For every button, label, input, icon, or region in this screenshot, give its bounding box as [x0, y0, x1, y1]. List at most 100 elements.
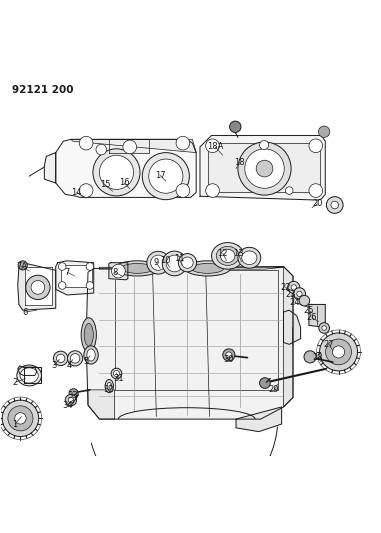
Polygon shape	[283, 310, 301, 344]
Circle shape	[322, 326, 327, 330]
Circle shape	[176, 184, 190, 197]
Text: 8: 8	[112, 268, 117, 277]
Circle shape	[176, 136, 190, 150]
Ellipse shape	[221, 249, 235, 263]
Ellipse shape	[242, 251, 257, 264]
Text: 15: 15	[100, 180, 110, 189]
Circle shape	[319, 322, 330, 333]
Ellipse shape	[107, 382, 112, 390]
Circle shape	[309, 184, 323, 197]
Polygon shape	[200, 135, 325, 200]
Ellipse shape	[20, 368, 38, 383]
Text: 13: 13	[233, 249, 243, 258]
Circle shape	[288, 281, 300, 294]
Polygon shape	[18, 263, 56, 310]
Circle shape	[79, 136, 93, 150]
Circle shape	[15, 413, 26, 424]
Ellipse shape	[178, 254, 197, 272]
Polygon shape	[283, 266, 293, 407]
Polygon shape	[309, 304, 325, 327]
Text: 33: 33	[67, 391, 78, 400]
Ellipse shape	[238, 247, 261, 268]
Text: 34: 34	[62, 401, 72, 409]
Circle shape	[327, 197, 343, 213]
Circle shape	[238, 142, 291, 195]
Circle shape	[256, 160, 273, 177]
Circle shape	[142, 152, 189, 200]
Ellipse shape	[150, 255, 166, 270]
Text: 5: 5	[83, 357, 89, 366]
Polygon shape	[56, 139, 196, 197]
Ellipse shape	[67, 351, 83, 366]
Polygon shape	[18, 366, 37, 375]
Ellipse shape	[70, 353, 80, 363]
Circle shape	[245, 149, 284, 188]
Polygon shape	[71, 139, 196, 152]
Circle shape	[326, 339, 351, 365]
Circle shape	[79, 184, 93, 197]
Text: 11: 11	[174, 254, 184, 263]
Polygon shape	[61, 264, 92, 287]
Ellipse shape	[84, 324, 93, 346]
Text: 12: 12	[218, 249, 228, 258]
Polygon shape	[236, 407, 282, 432]
Ellipse shape	[162, 251, 187, 276]
Polygon shape	[24, 367, 40, 383]
Polygon shape	[86, 266, 293, 419]
Circle shape	[26, 275, 50, 300]
Circle shape	[65, 394, 77, 406]
Ellipse shape	[114, 370, 120, 377]
Circle shape	[291, 285, 296, 290]
Text: 25: 25	[303, 305, 314, 314]
Circle shape	[99, 155, 134, 189]
Text: 27: 27	[324, 340, 335, 349]
Circle shape	[320, 333, 357, 371]
Text: 10: 10	[160, 256, 171, 265]
Text: 1: 1	[13, 419, 18, 429]
Text: 20: 20	[312, 199, 323, 208]
Circle shape	[285, 187, 293, 195]
Ellipse shape	[121, 263, 154, 273]
Polygon shape	[115, 270, 278, 390]
Polygon shape	[26, 267, 52, 305]
Text: 3: 3	[51, 361, 56, 370]
Text: 30: 30	[223, 355, 234, 364]
Text: 2: 2	[13, 378, 18, 387]
Circle shape	[112, 264, 125, 278]
Ellipse shape	[191, 263, 224, 273]
Circle shape	[8, 406, 33, 431]
Circle shape	[226, 352, 232, 358]
Ellipse shape	[105, 379, 114, 393]
Circle shape	[297, 291, 302, 296]
Text: 22: 22	[280, 283, 291, 292]
Circle shape	[123, 140, 137, 154]
Circle shape	[69, 389, 78, 398]
Circle shape	[206, 139, 219, 152]
Circle shape	[2, 400, 38, 437]
Polygon shape	[109, 263, 128, 280]
Text: 7: 7	[64, 268, 70, 277]
Polygon shape	[88, 390, 115, 419]
Circle shape	[319, 126, 330, 138]
Circle shape	[206, 184, 219, 197]
Circle shape	[86, 263, 94, 270]
Text: 6: 6	[23, 308, 28, 317]
Ellipse shape	[17, 365, 42, 386]
Circle shape	[309, 139, 323, 152]
Ellipse shape	[53, 351, 68, 366]
Circle shape	[93, 149, 140, 196]
Polygon shape	[109, 139, 149, 152]
Ellipse shape	[185, 261, 231, 276]
Circle shape	[58, 263, 66, 270]
Polygon shape	[99, 267, 283, 269]
Text: 14: 14	[71, 188, 82, 197]
Text: 29: 29	[269, 385, 279, 394]
Ellipse shape	[56, 354, 65, 362]
Ellipse shape	[84, 346, 98, 364]
Circle shape	[68, 398, 74, 403]
Text: 18A: 18A	[207, 142, 223, 151]
Circle shape	[331, 201, 339, 209]
Circle shape	[223, 349, 235, 361]
Ellipse shape	[166, 255, 183, 272]
Circle shape	[58, 281, 66, 289]
